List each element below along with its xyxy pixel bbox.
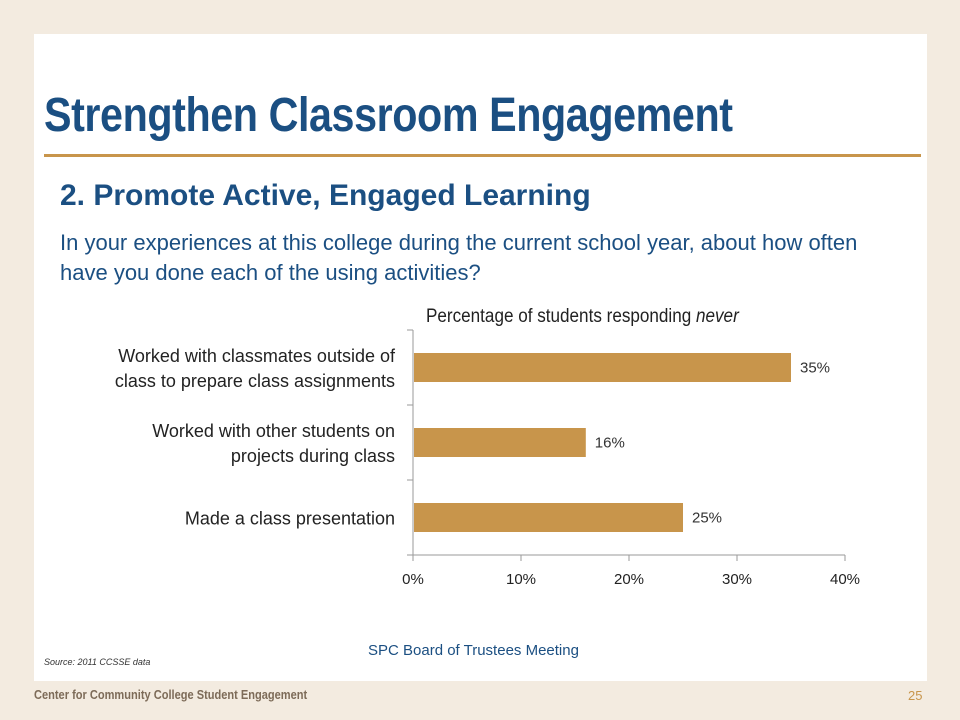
source-note: Source: 2011 CCSSE data bbox=[44, 657, 151, 667]
page-number: 25 bbox=[908, 688, 923, 703]
survey-question: In your experiences at this college duri… bbox=[60, 230, 858, 285]
data-label: 25% bbox=[692, 510, 722, 527]
data-label: 16% bbox=[595, 435, 625, 452]
organization-footer: Center for Community College Student Eng… bbox=[34, 687, 308, 702]
x-tick-label: 20% bbox=[614, 571, 644, 588]
category-label: Worked with classmates outside of bbox=[118, 346, 396, 366]
bar bbox=[414, 353, 791, 382]
title-underline bbox=[44, 154, 921, 157]
chart-title: Percentage of students responding never bbox=[426, 306, 739, 328]
category-label: class to prepare class assignments bbox=[115, 371, 395, 391]
x-tick-label: 30% bbox=[722, 571, 752, 588]
x-tick-label: 40% bbox=[830, 571, 860, 588]
meeting-footer: SPC Board of Trustees Meeting bbox=[368, 642, 579, 659]
x-tick-label: 10% bbox=[506, 571, 536, 588]
slide-subtitle: 2. Promote Active, Engaged Learning bbox=[60, 179, 591, 212]
chart-title-prefix: Percentage of students responding bbox=[426, 306, 696, 327]
bar bbox=[414, 428, 586, 457]
category-label: projects during class bbox=[231, 446, 395, 466]
slide-title: Strengthen Classroom Engagement bbox=[44, 89, 733, 142]
bar bbox=[414, 503, 683, 532]
chart-title-emphasis: never bbox=[695, 306, 739, 327]
data-label: 35% bbox=[800, 360, 830, 377]
category-label: Worked with other students on bbox=[152, 421, 395, 441]
x-tick-label: 0% bbox=[402, 571, 424, 588]
category-label: Made a class presentation bbox=[185, 509, 395, 529]
